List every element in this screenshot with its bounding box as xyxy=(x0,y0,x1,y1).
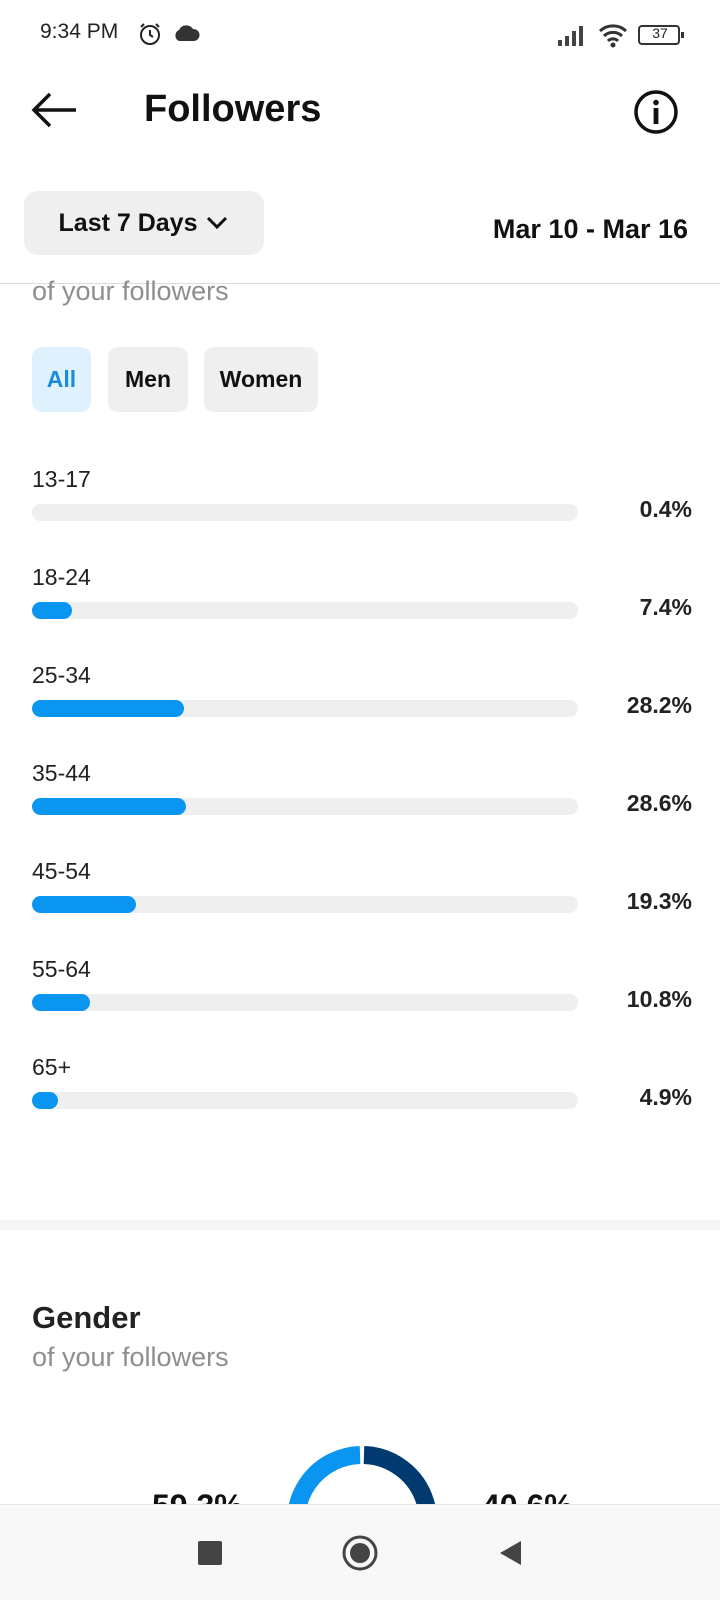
recents-square-icon xyxy=(198,1541,222,1565)
date-range-label: Last 7 Days xyxy=(58,208,198,237)
gender-title: Gender xyxy=(32,1300,141,1335)
status-bar: 9:34 PM 37 xyxy=(0,0,720,70)
wifi-icon xyxy=(598,24,628,48)
age-percent: 10.8% xyxy=(626,986,692,1012)
age-row: 18-24 7.4% xyxy=(32,564,692,654)
age-percent: 28.2% xyxy=(626,692,692,718)
battery-level: 37 xyxy=(652,25,668,41)
age-percent: 28.6% xyxy=(626,790,692,816)
filter-women-chip[interactable]: Women xyxy=(204,347,318,412)
age-bar-track xyxy=(32,994,578,1011)
age-range-label: 45-54 xyxy=(32,858,91,884)
gender-subtitle: of your followers xyxy=(32,1342,229,1372)
age-range-label: 13-17 xyxy=(32,466,91,492)
back-button[interactable] xyxy=(28,88,84,138)
age-bar-track xyxy=(32,602,578,619)
age-bar-track xyxy=(32,896,578,913)
recents-button[interactable] xyxy=(162,1505,258,1600)
age-row: 25-34 28.2% xyxy=(32,662,692,752)
date-range-dropdown[interactable]: Last 7 Days xyxy=(24,191,264,255)
page-title: Followers xyxy=(144,88,322,130)
cloud-icon xyxy=(175,25,200,41)
age-bar-track xyxy=(32,798,578,815)
age-range-label: 25-34 xyxy=(32,662,91,688)
back-arrow-icon xyxy=(31,92,76,128)
filter-men-label: Men xyxy=(125,366,171,392)
age-row: 55-64 10.8% xyxy=(32,956,692,1046)
home-circle-icon xyxy=(342,1535,378,1571)
age-bar-track xyxy=(32,504,578,521)
back-triangle-icon xyxy=(500,1541,521,1565)
age-range-label: 35-44 xyxy=(32,760,91,786)
filter-all-label: All xyxy=(46,366,77,392)
age-row: 13-17 0.4% xyxy=(32,466,692,556)
filter-women-label: Women xyxy=(219,366,303,392)
age-bar-track xyxy=(32,700,578,717)
age-bar-fill xyxy=(32,1092,59,1109)
section-separator xyxy=(0,1220,720,1230)
home-button[interactable] xyxy=(312,1505,408,1600)
age-range-label: 55-64 xyxy=(32,956,91,982)
signal-icon xyxy=(558,26,583,46)
system-back-button[interactable] xyxy=(462,1505,558,1600)
age-percent: 7.4% xyxy=(639,594,692,620)
age-bar-fill xyxy=(32,700,185,717)
divider xyxy=(0,283,720,284)
system-nav-bar xyxy=(0,1504,720,1600)
age-bar-fill xyxy=(32,994,91,1011)
age-range-label: 18-24 xyxy=(32,564,91,590)
date-range-text: Mar 10 - Mar 16 xyxy=(492,214,688,244)
age-subtitle: of your followers xyxy=(32,276,229,306)
age-bar-fill xyxy=(32,798,187,815)
chevron-down-icon xyxy=(207,216,228,230)
age-percent: 19.3% xyxy=(626,888,692,914)
age-row: 45-54 19.3% xyxy=(32,858,692,948)
alarm-icon xyxy=(140,23,160,45)
age-row: 65+ 4.9% xyxy=(32,1054,692,1144)
filter-all-chip[interactable]: All xyxy=(32,347,91,412)
age-bar-fill xyxy=(32,602,72,619)
age-row: 35-44 28.6% xyxy=(32,760,692,850)
status-time: 9:34 PM xyxy=(40,20,119,43)
age-range-label: 65+ xyxy=(32,1054,72,1080)
age-percent: 0.4% xyxy=(639,496,692,522)
battery-icon: 37 xyxy=(638,24,686,46)
info-icon xyxy=(634,90,678,134)
age-percent: 4.9% xyxy=(639,1084,692,1110)
info-button[interactable] xyxy=(632,88,680,136)
age-bar-track xyxy=(32,1092,578,1109)
filter-men-chip[interactable]: Men xyxy=(108,347,188,412)
age-bar-fill xyxy=(32,896,137,913)
